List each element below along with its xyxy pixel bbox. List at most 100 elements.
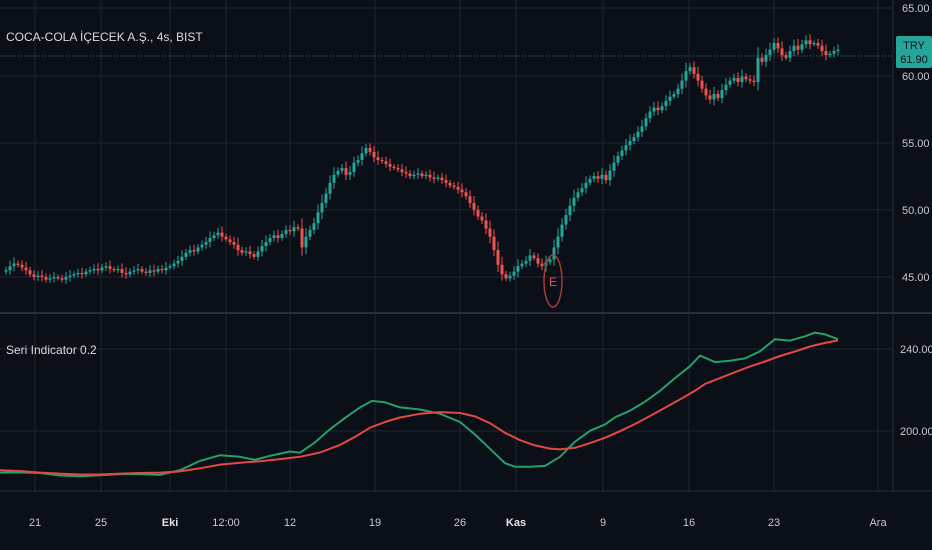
candle-body[interactable]: [832, 51, 836, 54]
candle-body[interactable]: [12, 263, 16, 267]
candle-body[interactable]: [808, 40, 812, 45]
candle-body[interactable]: [632, 137, 636, 142]
candle-body[interactable]: [756, 57, 760, 82]
candle-body[interactable]: [148, 270, 152, 273]
candle-body[interactable]: [132, 270, 136, 272]
candle-body[interactable]: [264, 242, 268, 247]
candle-body[interactable]: [104, 266, 108, 268]
candle-body[interactable]: [68, 275, 72, 277]
candle-body[interactable]: [804, 40, 808, 45]
candle-body[interactable]: [216, 232, 220, 236]
candle-body[interactable]: [344, 168, 348, 175]
candle-body[interactable]: [448, 182, 452, 186]
candle-body[interactable]: [568, 205, 572, 216]
candle-body[interactable]: [700, 80, 704, 89]
candle-body[interactable]: [716, 94, 720, 99]
candle-body[interactable]: [800, 44, 804, 50]
candle-body[interactable]: [164, 267, 168, 271]
candle-body[interactable]: [220, 232, 224, 237]
candle-body[interactable]: [256, 251, 260, 257]
candle-body[interactable]: [564, 215, 568, 225]
candle-body[interactable]: [720, 90, 724, 99]
candle-body[interactable]: [792, 45, 796, 52]
candle-body[interactable]: [172, 263, 176, 267]
earnings-marker[interactable]: E: [543, 254, 563, 308]
candle-body[interactable]: [268, 237, 272, 243]
candle-body[interactable]: [236, 244, 240, 251]
candle-body[interactable]: [560, 224, 564, 237]
candle-body[interactable]: [400, 169, 404, 173]
candle-body[interactable]: [92, 268, 96, 271]
candle-body[interactable]: [392, 166, 396, 169]
candle-body[interactable]: [136, 268, 140, 271]
candle-body[interactable]: [212, 235, 216, 238]
candle-body[interactable]: [736, 77, 740, 82]
candle-body[interactable]: [328, 182, 332, 194]
candle-body[interactable]: [616, 155, 620, 163]
candle-body[interactable]: [468, 196, 472, 204]
candle-body[interactable]: [744, 76, 748, 80]
candle-body[interactable]: [304, 236, 308, 248]
candle-body[interactable]: [232, 242, 236, 245]
candle-body[interactable]: [184, 252, 188, 257]
candle-body[interactable]: [48, 278, 52, 280]
candle-body[interactable]: [684, 71, 688, 81]
candle-body[interactable]: [440, 177, 444, 181]
candle-body[interactable]: [76, 272, 80, 275]
candle-body[interactable]: [348, 172, 352, 175]
candle-body[interactable]: [396, 168, 400, 170]
candle-body[interactable]: [512, 271, 516, 276]
candle-body[interactable]: [96, 268, 100, 271]
candle-body[interactable]: [372, 151, 376, 158]
candle-body[interactable]: [764, 55, 768, 62]
candle-body[interactable]: [680, 80, 684, 89]
candle-body[interactable]: [652, 107, 656, 112]
candle-body[interactable]: [432, 177, 436, 179]
candle-body[interactable]: [732, 77, 736, 81]
candle-body[interactable]: [620, 150, 624, 156]
candle-body[interactable]: [144, 271, 148, 273]
candle-body[interactable]: [56, 277, 60, 279]
candle-body[interactable]: [572, 197, 576, 206]
candle-body[interactable]: [592, 176, 596, 179]
candle-body[interactable]: [412, 174, 416, 177]
candle-body[interactable]: [528, 255, 532, 261]
candle-body[interactable]: [788, 51, 792, 58]
candle-body[interactable]: [676, 88, 680, 95]
candle-body[interactable]: [176, 260, 180, 264]
candle-body[interactable]: [128, 271, 132, 275]
candle-body[interactable]: [116, 268, 120, 271]
candle-body[interactable]: [408, 173, 412, 177]
candle-body[interactable]: [504, 274, 508, 279]
candle-body[interactable]: [340, 168, 344, 171]
candle-body[interactable]: [752, 80, 756, 82]
candle-body[interactable]: [4, 270, 8, 272]
candle-body[interactable]: [772, 42, 776, 50]
candle-body[interactable]: [260, 246, 264, 252]
candle-body[interactable]: [156, 268, 160, 272]
candle-body[interactable]: [196, 247, 200, 252]
candle-body[interactable]: [388, 164, 392, 167]
candle-body[interactable]: [112, 268, 116, 271]
candle-body[interactable]: [556, 236, 560, 248]
candle-body[interactable]: [320, 203, 324, 213]
candle-body[interactable]: [724, 84, 728, 91]
candle-body[interactable]: [520, 263, 524, 267]
candle-body[interactable]: [296, 227, 300, 229]
candle-body[interactable]: [548, 259, 552, 263]
candle-body[interactable]: [660, 106, 664, 111]
candle-body[interactable]: [72, 274, 76, 276]
candle-body[interactable]: [820, 45, 824, 52]
candle-body[interactable]: [100, 267, 104, 271]
candle-body[interactable]: [696, 73, 700, 81]
candle-body[interactable]: [312, 223, 316, 230]
candle-body[interactable]: [280, 233, 284, 238]
candle-body[interactable]: [384, 161, 388, 165]
candle-body[interactable]: [540, 263, 544, 267]
candle-body[interactable]: [668, 96, 672, 101]
candle-body[interactable]: [20, 264, 24, 268]
candle-body[interactable]: [828, 53, 832, 56]
candles[interactable]: [4, 34, 840, 284]
candle-body[interactable]: [64, 277, 68, 280]
candle-body[interactable]: [508, 275, 512, 279]
